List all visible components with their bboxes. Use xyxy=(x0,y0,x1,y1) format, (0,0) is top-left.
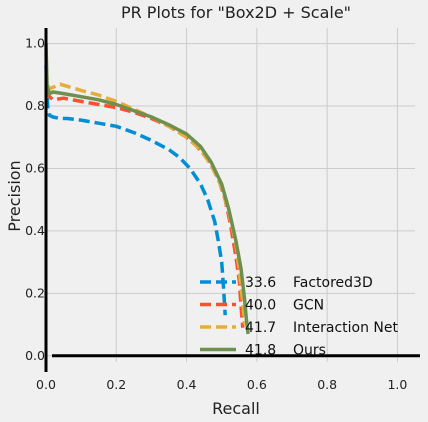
series-line-interaction-net xyxy=(44,52,247,325)
x-axis-label: Recall xyxy=(212,399,260,418)
axes xyxy=(44,28,420,372)
y-tick-label: 0.2 xyxy=(25,285,45,300)
series-line-ours xyxy=(44,43,250,335)
legend: 33.6 Factored3D 40.0 GCN 41.7 Interaction Net… xyxy=(200,275,398,359)
chart-title: PR Plots for "Box2D + Scale" xyxy=(121,3,351,22)
x-tick-label: 0.2 xyxy=(106,377,126,392)
y-tick-label: 0.8 xyxy=(25,98,45,113)
grid xyxy=(45,28,415,362)
x-tick-label: 0.4 xyxy=(177,377,197,392)
legend-score: 41.8 xyxy=(245,343,276,359)
series-line-gcn xyxy=(44,89,245,328)
legend-label: Interaction Net xyxy=(293,320,398,336)
x-tick-label: 0.8 xyxy=(317,377,337,392)
y-tick-label: 0.4 xyxy=(25,223,45,238)
x-tick-label: 0.6 xyxy=(247,377,267,392)
legend-label: Factored3D xyxy=(293,275,373,291)
legend-score: 33.6 xyxy=(245,275,276,291)
legend-score: 41.7 xyxy=(245,320,276,336)
y-tick-label: 1.0 xyxy=(25,36,45,51)
tick-labels: 0.0 0.2 0.4 0.6 0.8 1.0 0.0 0.2 0.4 0.6 0.8 1.0 xyxy=(25,36,407,392)
y-tick-label: 0.6 xyxy=(25,160,45,175)
legend-label: GCN xyxy=(293,298,324,314)
x-tick-label: 1.0 xyxy=(387,377,407,392)
x-tick-label: 0.0 xyxy=(36,377,56,392)
legend-score: 40.0 xyxy=(245,298,276,314)
series-layer xyxy=(44,43,250,335)
y-axis-label: Precision xyxy=(5,160,24,231)
legend-label: Ours xyxy=(293,343,326,359)
y-tick-label: 0.0 xyxy=(25,348,45,363)
series-line-factored3d xyxy=(44,65,227,316)
